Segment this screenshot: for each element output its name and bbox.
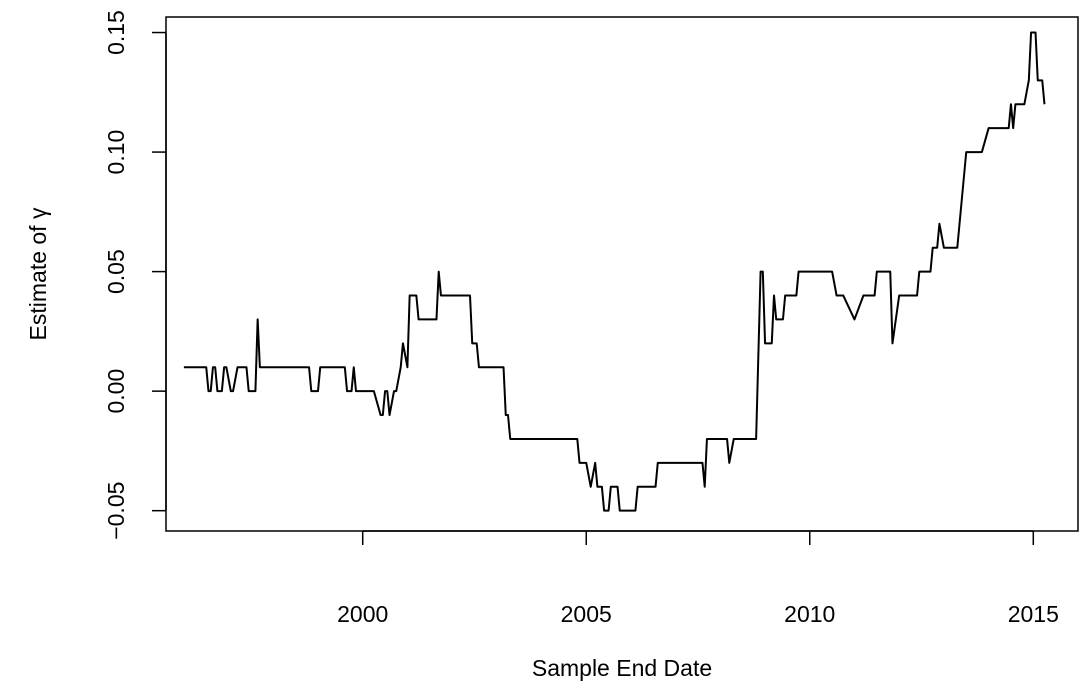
x-tick-label: 2005 [561,601,612,627]
x-tick-label: 2015 [1008,601,1059,627]
x-axis: 2000 2005 2010 2015 [337,530,1059,627]
y-tick-label: 0.15 [103,10,129,55]
x-tick-label: 2000 [337,601,388,627]
y-axis: −0.05 0.00 0.05 0.10 0.15 [103,10,167,540]
y-tick-label: 0.05 [103,249,129,294]
y-tick-label: −0.05 [103,482,129,540]
y-axis-title: Estimate of γ [25,207,51,340]
x-tick-label: 2010 [784,601,835,627]
y-tick-label: 0.00 [103,369,129,414]
x-axis-title: Sample End Date [532,655,712,681]
series-line [183,31,1046,512]
plot-frame [165,16,1079,532]
y-tick-label: 0.10 [103,130,129,175]
